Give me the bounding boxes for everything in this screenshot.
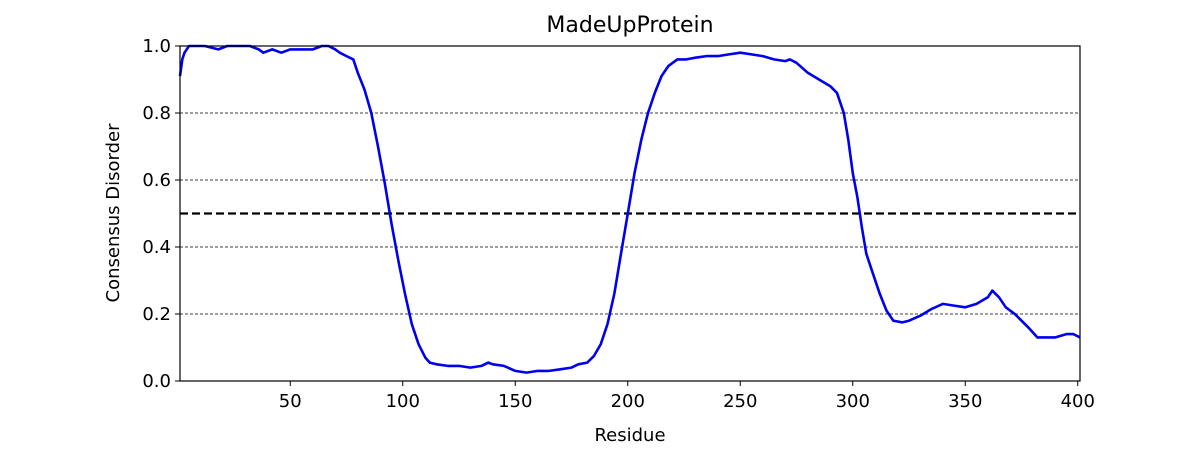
chart-title: MadeUpProtein xyxy=(546,13,713,38)
x-tick-label-400: 400 xyxy=(1061,391,1095,412)
y-axis-ticks: 0.0 0.2 0.4 0.6 0.8 1.0 xyxy=(142,36,180,392)
y-tick-label-0: 0.0 xyxy=(142,371,171,392)
x-axis-ticks: 50 100 150 200 250 300 350 400 xyxy=(279,381,1095,412)
y-tick-label-3: 0.6 xyxy=(142,170,171,191)
x-tick-label-200: 200 xyxy=(611,391,645,412)
x-tick-label-100: 100 xyxy=(386,391,420,412)
x-tick-label-150: 150 xyxy=(498,391,532,412)
y-tick-label-5: 1.0 xyxy=(142,36,171,57)
grid-lines xyxy=(180,112,1080,315)
x-tick-label-350: 350 xyxy=(948,391,982,412)
y-tick-label-1: 0.2 xyxy=(142,304,171,325)
y-tick-label-4: 0.8 xyxy=(142,103,171,124)
x-tick-label-250: 250 xyxy=(723,391,757,412)
x-axis-label: Residue xyxy=(594,425,665,446)
plot-frame xyxy=(179,45,1081,382)
y-axis-label: Consensus Disorder xyxy=(103,123,124,303)
x-tick-label-300: 300 xyxy=(836,391,870,412)
y-tick-label-2: 0.4 xyxy=(142,237,171,258)
disorder-series-line xyxy=(178,44,1081,374)
x-tick-label-50: 50 xyxy=(279,391,302,412)
